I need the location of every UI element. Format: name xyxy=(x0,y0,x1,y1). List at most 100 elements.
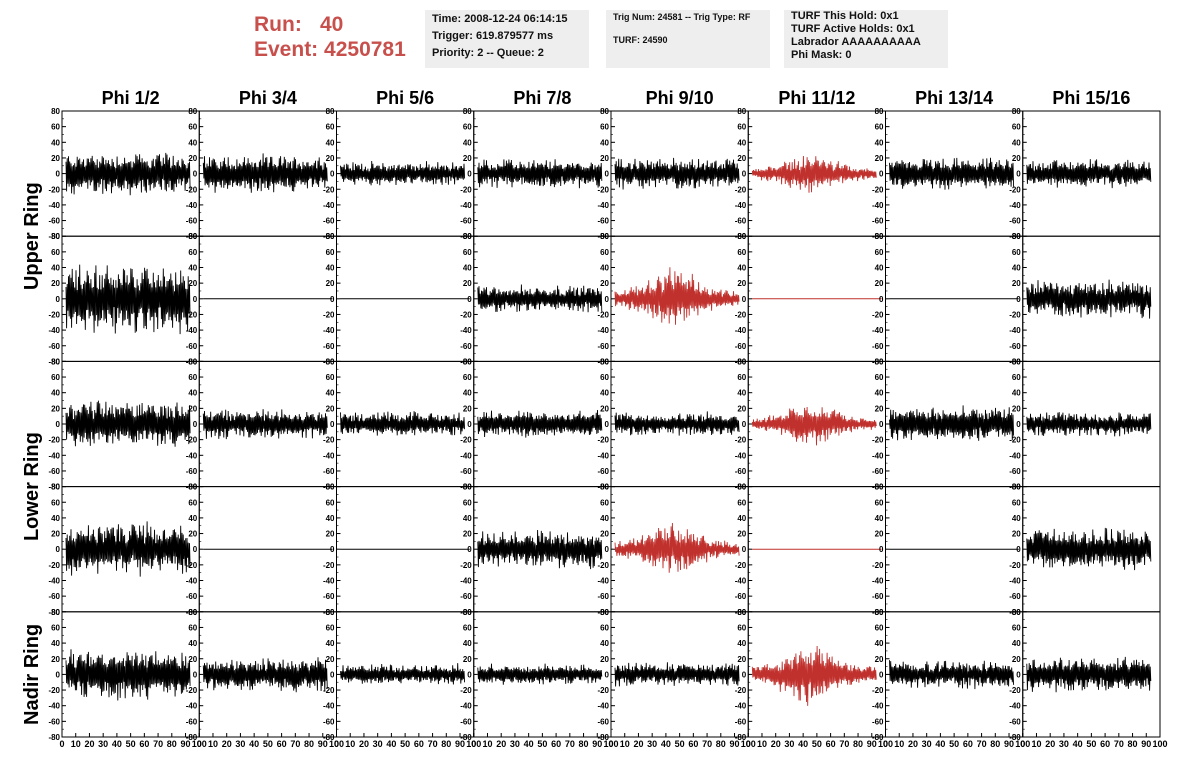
y-tick-label: 20 xyxy=(463,279,472,288)
y-tick-label: 20 xyxy=(51,655,60,664)
y-tick-label: -60 xyxy=(48,342,60,351)
y-tick-label: -60 xyxy=(597,717,609,726)
y-tick-label: 40 xyxy=(463,264,472,273)
y-tick-label: 60 xyxy=(51,373,60,382)
y-tick-label: 60 xyxy=(737,373,746,382)
y-tick-label: -60 xyxy=(872,467,884,476)
y-tick-label: 80 xyxy=(600,608,609,617)
y-tick-label: 0 xyxy=(879,545,884,554)
x-tick-label: 40 xyxy=(1073,739,1083,749)
x-tick-label: 20 xyxy=(633,739,643,749)
y-tick-label: -80 xyxy=(186,733,198,742)
waveform-trace xyxy=(340,663,466,685)
x-tick-label: 100 xyxy=(192,739,207,749)
y-tick-label: 80 xyxy=(737,357,746,366)
x-tick-label: 80 xyxy=(853,739,863,749)
y-tick-label: 40 xyxy=(326,138,335,147)
x-tick-label: 90 xyxy=(1141,739,1151,749)
y-tick-label: -20 xyxy=(597,561,609,570)
y-tick-label: 60 xyxy=(51,123,60,132)
y-tick-label: -60 xyxy=(1009,342,1021,351)
y-tick-label: 80 xyxy=(1012,107,1021,116)
x-tick-label: 90 xyxy=(730,739,740,749)
x-tick-label: 50 xyxy=(949,739,959,749)
x-tick-label: 70 xyxy=(977,739,987,749)
x-tick-label: 60 xyxy=(139,739,149,749)
event-label: Event: xyxy=(254,38,319,61)
y-tick-label: 20 xyxy=(737,154,746,163)
phi-mask-text: Phi Mask: 0 xyxy=(791,49,852,61)
y-tick-label: 0 xyxy=(56,170,61,179)
waveform-trace xyxy=(614,662,740,687)
y-tick-label: -40 xyxy=(186,326,198,335)
y-tick-label: 40 xyxy=(326,639,335,648)
y-tick-label: 60 xyxy=(51,498,60,507)
y-tick-label: 80 xyxy=(737,483,746,492)
y-tick-label: 80 xyxy=(600,483,609,492)
x-tick-label: 80 xyxy=(579,739,589,749)
y-tick-label: 40 xyxy=(1012,264,1021,273)
y-tick-label: 0 xyxy=(1016,295,1021,304)
y-tick-label: 20 xyxy=(51,530,60,539)
y-tick-label: -40 xyxy=(460,451,472,460)
x-tick-label: 50 xyxy=(812,739,822,749)
y-tick-label: -20 xyxy=(872,436,884,445)
y-tick-label: 60 xyxy=(737,623,746,632)
y-tick-label: 0 xyxy=(742,670,747,679)
y-tick-label: -20 xyxy=(48,436,60,445)
y-tick-label: -20 xyxy=(872,310,884,319)
column-title: Phi 7/8 xyxy=(513,88,571,108)
y-tick-label: -20 xyxy=(1009,185,1021,194)
y-tick-label: 40 xyxy=(188,389,197,398)
x-tick-label: 0 xyxy=(883,739,888,749)
y-tick-label: -40 xyxy=(48,201,60,210)
y-tick-label: 40 xyxy=(600,639,609,648)
x-tick-label: 40 xyxy=(249,739,259,749)
y-tick-label: 0 xyxy=(193,545,198,554)
x-tick-label: 90 xyxy=(181,739,191,749)
waveform-trace xyxy=(477,529,603,570)
x-tick-label: 0 xyxy=(471,739,476,749)
y-tick-label: 80 xyxy=(326,357,335,366)
y-tick-label: 0 xyxy=(330,420,335,429)
y-tick-label: 60 xyxy=(875,248,884,257)
y-tick-label: 20 xyxy=(737,279,746,288)
y-tick-label: -60 xyxy=(872,342,884,351)
y-tick-label: 40 xyxy=(600,389,609,398)
y-tick-label: 40 xyxy=(326,389,335,398)
y-tick-label: 60 xyxy=(463,373,472,382)
y-tick-label: -20 xyxy=(1009,686,1021,695)
y-tick-label: -20 xyxy=(1009,561,1021,570)
y-tick-label: 0 xyxy=(330,170,335,179)
y-tick-label: 60 xyxy=(600,373,609,382)
waveform-trace xyxy=(202,657,328,693)
y-tick-label: 40 xyxy=(51,639,60,648)
y-tick-label: -20 xyxy=(735,436,747,445)
y-tick-label: -60 xyxy=(323,592,335,601)
y-tick-label: 20 xyxy=(600,154,609,163)
x-tick-label: 90 xyxy=(455,739,465,749)
x-tick-label: 70 xyxy=(153,739,163,749)
y-tick-label: 40 xyxy=(737,389,746,398)
y-tick-label: 0 xyxy=(605,170,610,179)
turf-active-holds-text: TURF Active Holds: 0x1 xyxy=(791,23,915,35)
x-tick-label: 30 xyxy=(510,739,520,749)
y-tick-label: -40 xyxy=(48,326,60,335)
y-tick-label: -20 xyxy=(872,185,884,194)
y-tick-label: -20 xyxy=(48,561,60,570)
y-tick-label: 80 xyxy=(875,608,884,617)
y-tick-label: -20 xyxy=(1009,436,1021,445)
y-tick-label: -40 xyxy=(460,577,472,586)
y-tick-label: 80 xyxy=(51,357,60,366)
waveform-trace xyxy=(1026,279,1152,319)
